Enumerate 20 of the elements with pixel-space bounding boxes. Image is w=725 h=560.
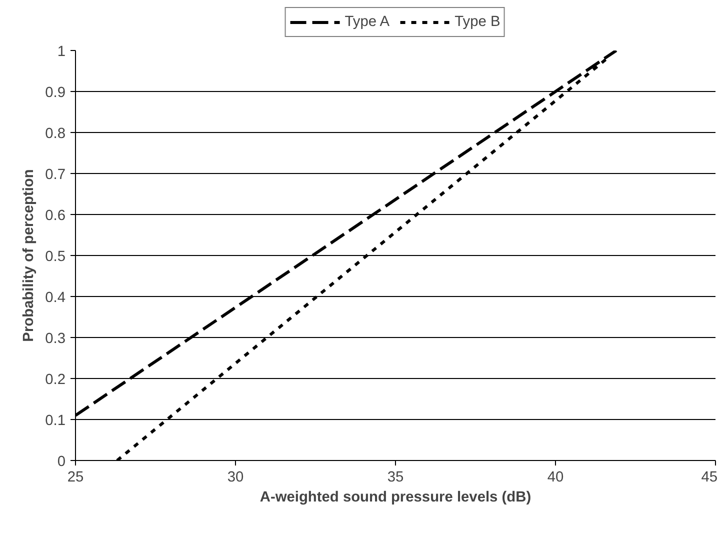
y-tick-label: 0.9 bbox=[45, 85, 66, 101]
y-axis-title: Probability of perception bbox=[21, 169, 38, 342]
x-axis-title: A-weighted sound pressure levels (dB) bbox=[260, 490, 532, 506]
legend-label: Type A bbox=[344, 14, 390, 30]
x-tick-label: 45 bbox=[701, 470, 718, 486]
y-tick-label: 0.6 bbox=[45, 208, 66, 224]
y-tick-label: 0.2 bbox=[45, 372, 66, 388]
x-tick-label: 25 bbox=[67, 470, 84, 486]
y-tick-label: 0.1 bbox=[45, 413, 66, 429]
x-tick-label: 35 bbox=[387, 470, 404, 486]
x-tick-label: 40 bbox=[547, 470, 564, 486]
y-tick-label: 0.7 bbox=[45, 167, 66, 183]
y-tick-label: 0.4 bbox=[45, 290, 66, 306]
y-tick-label: 1 bbox=[57, 44, 66, 60]
x-tick-label: 30 bbox=[227, 470, 244, 486]
y-tick-label: 0.3 bbox=[45, 331, 66, 347]
y-tick-label: 0.8 bbox=[45, 126, 66, 142]
y-tick-label: 0.5 bbox=[45, 249, 66, 265]
y-tick-label: 0 bbox=[57, 454, 66, 470]
legend-label: Type B bbox=[454, 14, 500, 30]
